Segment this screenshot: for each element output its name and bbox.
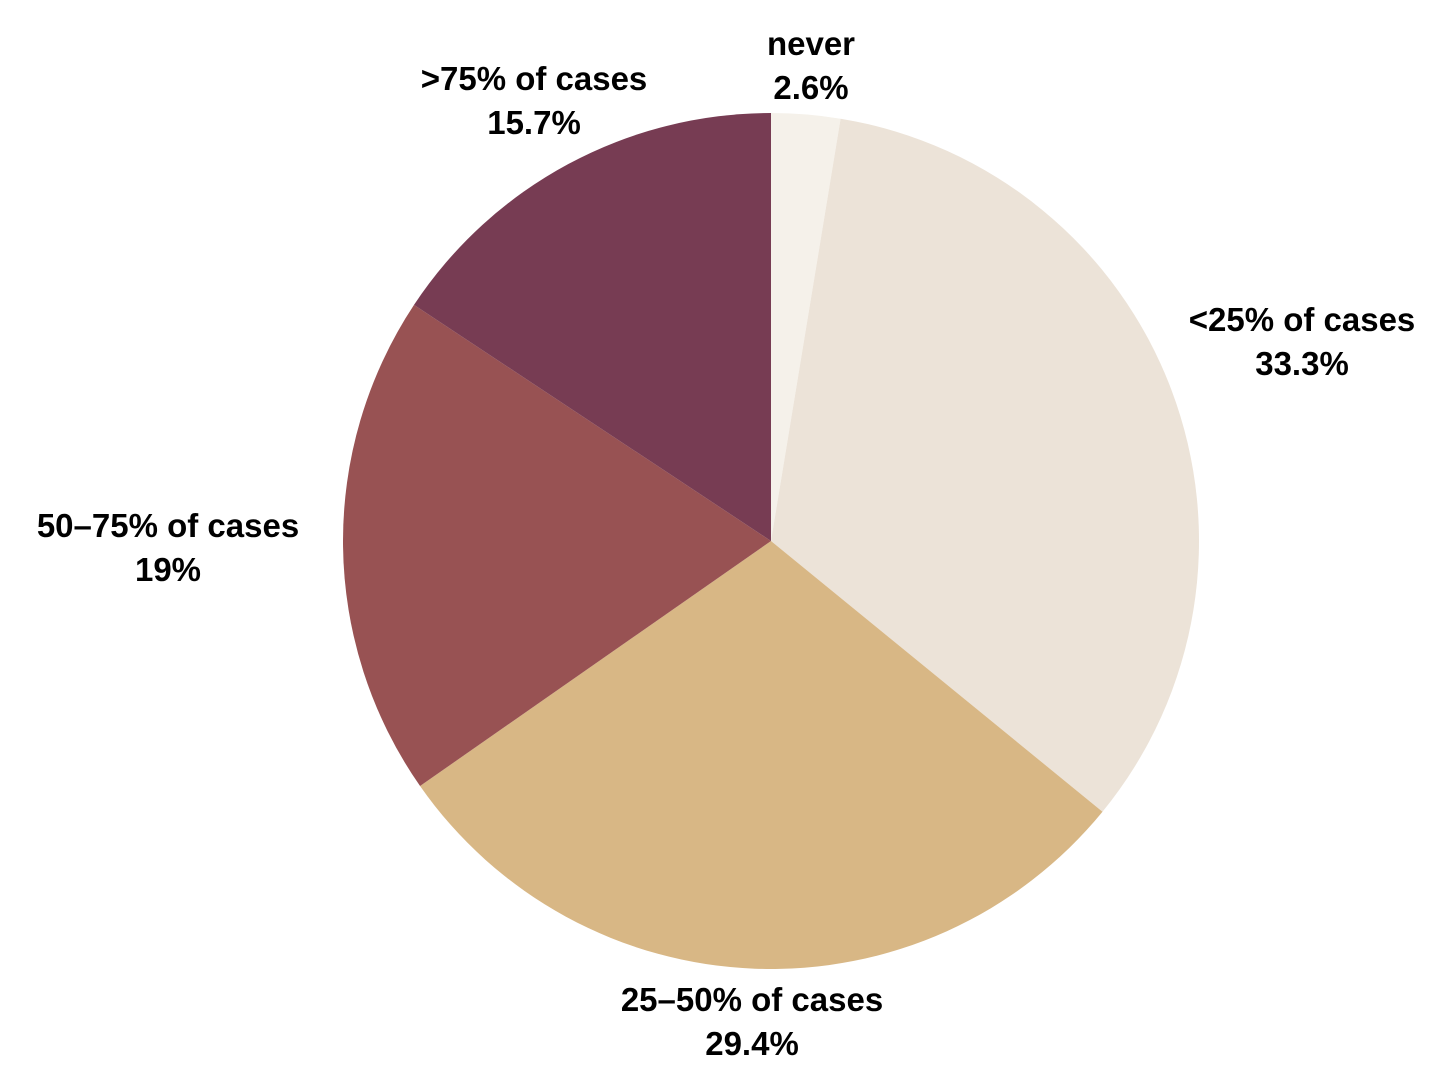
- slice-category-label: 50–75% of cases: [36, 507, 300, 544]
- slice-value-label: 29.4%: [705, 1025, 799, 1062]
- slice-label-under-25: <25% of cases 33.3%: [1189, 298, 1416, 386]
- slice-value-label: 19%: [134, 551, 202, 588]
- slice-category-label: >75% of cases: [420, 60, 648, 97]
- slice-label-50-75: 50–75% of cases 19%: [37, 504, 299, 592]
- pie-slice-1: [771, 118, 1200, 812]
- slice-category-label: 25–50% of cases: [620, 981, 884, 1018]
- pie-slice-0: [771, 113, 841, 541]
- pie-slice-2: [420, 541, 1103, 970]
- slice-value-label: 2.6%: [773, 69, 849, 106]
- slice-label-over-75: >75% of cases 15.7%: [421, 57, 648, 145]
- slice-category-label: never: [766, 25, 856, 62]
- slice-value-label: 33.3%: [1255, 345, 1349, 382]
- slice-value-label: 15.7%: [487, 104, 581, 141]
- slice-label-25-50: 25–50% of cases 29.4%: [621, 978, 883, 1066]
- slice-label-never: never 2.6%: [767, 22, 855, 110]
- pie-slice-4: [414, 113, 771, 541]
- pie-slice-3: [342, 304, 771, 786]
- slice-category-label: <25% of cases: [1188, 301, 1416, 338]
